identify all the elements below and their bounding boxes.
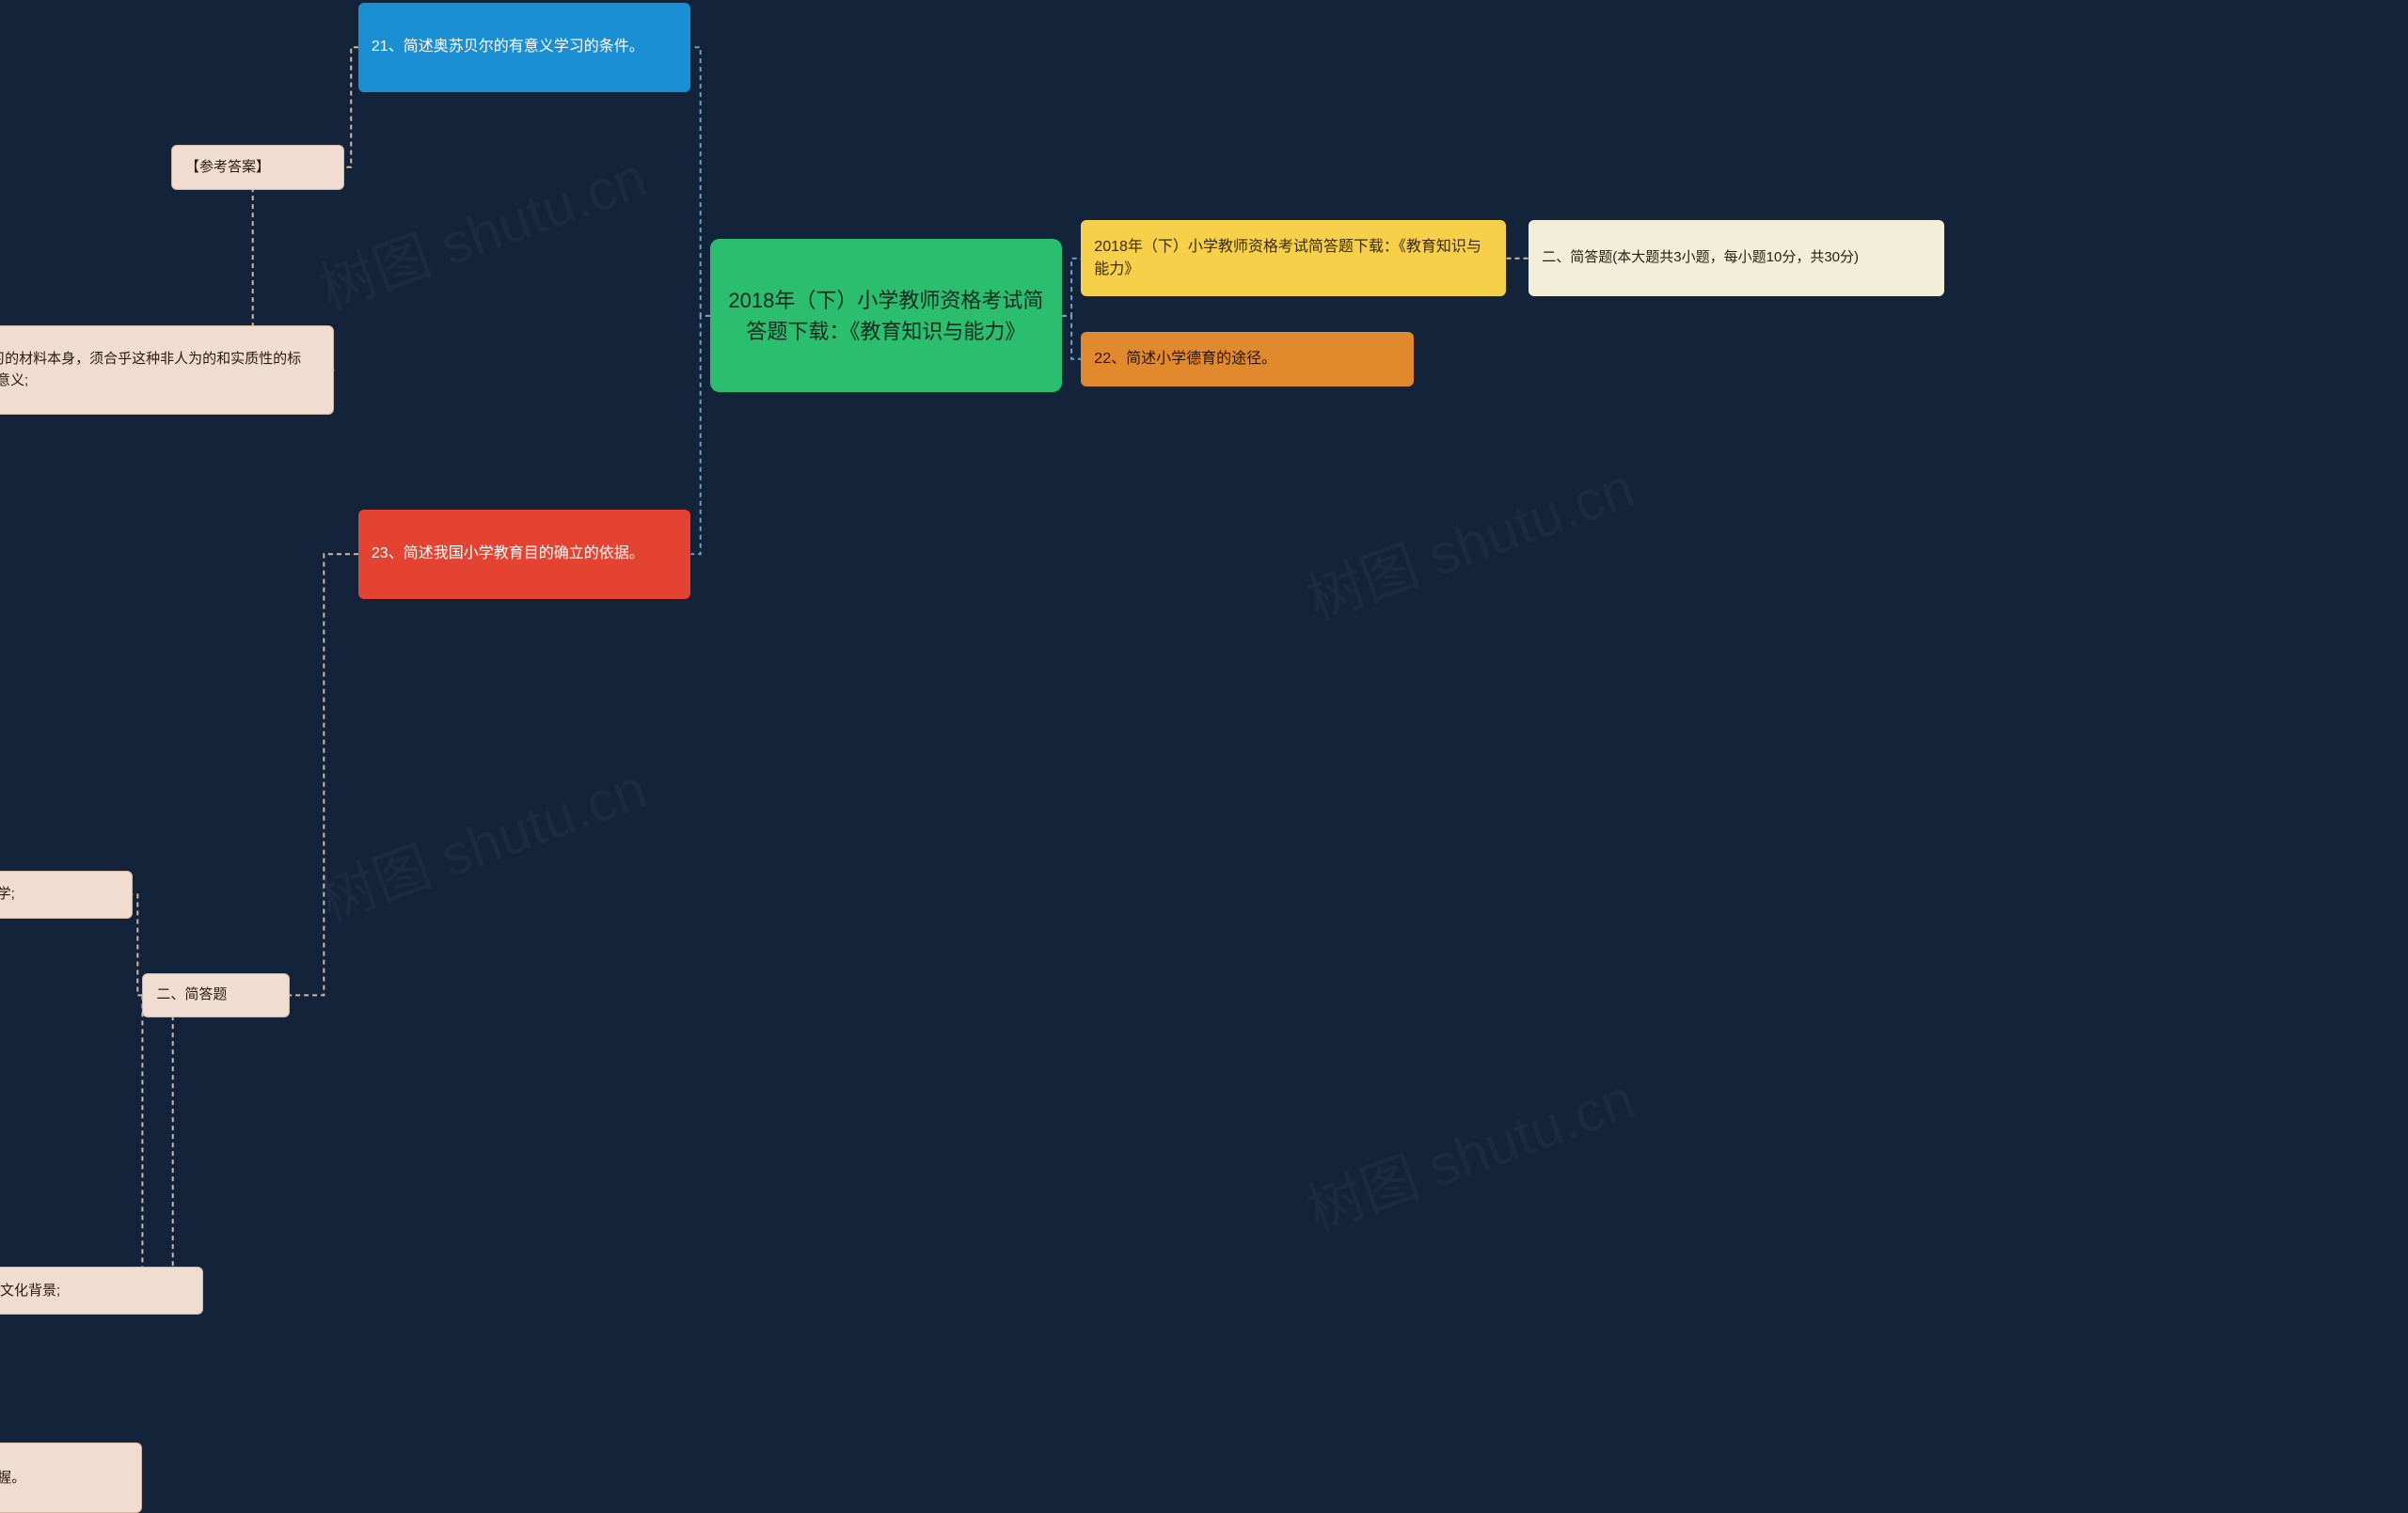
connector bbox=[290, 554, 358, 995]
left-l1a-label: 【参考答案】 bbox=[185, 157, 270, 179]
left-l1a1-label: 21.(1)有意义学习的材料本身，须合乎这种非人为的和实质性的标准，即具有逻辑意… bbox=[0, 349, 320, 391]
left-l1: 21、简述奥苏贝尔的有意义学习的条件。 bbox=[358, 3, 691, 92]
left-l2a3-label: 【考察点】考查考生对教育目的确立依据的掌握。 bbox=[0, 1468, 25, 1489]
connector bbox=[133, 894, 142, 995]
right-r2-label: 22、简述小学德育的途径。 bbox=[1094, 348, 1276, 370]
left-l2a3: 【考察点】考查考生对教育目的确立依据的掌握。 bbox=[0, 1442, 142, 1513]
left-l2-label: 23、简述我国小学教育目的确立的依据。 bbox=[372, 543, 644, 565]
connector bbox=[691, 316, 710, 554]
left-l2: 23、简述我国小学教育目的确立的依据。 bbox=[358, 510, 691, 599]
connector bbox=[691, 47, 710, 316]
right-r1-label: 2018年（下）小学教师资格考试简答题下载：《教育知识与能力》 bbox=[1094, 236, 1493, 281]
watermark: 树图 shutu.cn bbox=[307, 743, 656, 937]
connector bbox=[1062, 316, 1081, 359]
left-l2a2-label: 23.(1)特定的社会政治、经济、文化背景; bbox=[0, 1281, 60, 1302]
left-l2a-label: 二、简答题 bbox=[156, 985, 227, 1006]
right-r1a: 二、简答题(本大题共3小题，每小题10分，共30分) bbox=[1529, 220, 1944, 297]
right-r1a-label: 二、简答题(本大题共3小题，每小题10分，共30分) bbox=[1542, 247, 1859, 269]
connector bbox=[142, 995, 203, 1291]
connector bbox=[1062, 259, 1081, 316]
watermark: 树图 shutu.cn bbox=[1294, 442, 1643, 636]
root-node-label: 2018年（下）小学教师资格考试简答题下载：《教育知识与能力》 bbox=[727, 285, 1045, 347]
left-l2a: 二、简答题 bbox=[142, 973, 289, 1018]
watermark: 树图 shutu.cn bbox=[307, 132, 656, 325]
watermark: 树图 shutu.cn bbox=[1294, 1053, 1643, 1247]
left-l2a2: 23.(1)特定的社会政治、经济、文化背景; bbox=[0, 1267, 203, 1315]
left-l2a1-label: 22.(1)思想品德课与其他学科教学; bbox=[0, 884, 15, 906]
root-node: 2018年（下）小学教师资格考试简答题下载：《教育知识与能力》 bbox=[710, 239, 1062, 392]
connector-layer bbox=[0, 0, 2408, 1306]
left-l1-label: 21、简述奥苏贝尔的有意义学习的条件。 bbox=[372, 36, 644, 58]
connector bbox=[344, 47, 358, 167]
left-l2a1: 22.(1)思想品德课与其他学科教学; bbox=[0, 871, 133, 919]
right-r2: 22、简述小学德育的途径。 bbox=[1081, 332, 1414, 386]
left-l1a: 【参考答案】 bbox=[171, 145, 344, 190]
right-r1: 2018年（下）小学教师资格考试简答题下载：《教育知识与能力》 bbox=[1081, 220, 1506, 297]
left-l1a1: 21.(1)有意义学习的材料本身，须合乎这种非人为的和实质性的标准，即具有逻辑意… bbox=[0, 325, 334, 415]
